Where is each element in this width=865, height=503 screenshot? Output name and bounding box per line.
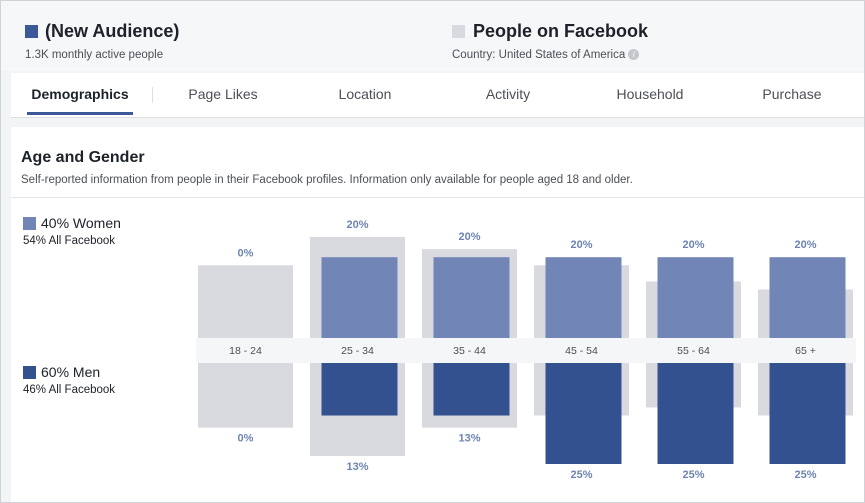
age-range-label: 25 - 34 [341, 345, 374, 357]
men-bar [545, 363, 622, 464]
men-bar [769, 363, 846, 464]
men-percent: 60% Men [41, 364, 101, 380]
age-range-label: 35 - 44 [453, 345, 486, 357]
age-range-label: 18 - 24 [229, 345, 262, 357]
section-description: Self-reported information from people in… [21, 174, 633, 186]
women-bar [769, 257, 846, 338]
age-gender-card: Age and Gender Self-reported information… [11, 127, 864, 502]
tab-purchase[interactable]: Purchase [762, 86, 822, 102]
men-percent-label: 25% [570, 469, 592, 481]
men-percent-label: 25% [794, 469, 816, 481]
age-range-label: 45 - 54 [565, 345, 598, 357]
women-all-facebook: 54% All Facebook [23, 235, 116, 247]
audience-size: 1.3K monthly active people [25, 49, 164, 61]
comparison-name: People on Facebook [473, 21, 649, 41]
men-bar [321, 363, 398, 416]
tab-activity[interactable]: Activity [485, 86, 531, 102]
tab-demographics[interactable]: Demographics [27, 73, 133, 117]
women-percent-label: 20% [794, 239, 816, 251]
section-divider [11, 197, 864, 198]
tab-location[interactable]: Location [338, 86, 392, 102]
facebook-women-bar [198, 265, 293, 338]
men-percent-label: 25% [682, 469, 704, 481]
women-swatch [23, 217, 36, 230]
tab-divider [152, 87, 153, 103]
women-bar [433, 257, 510, 338]
women-percent: 40% Women [41, 215, 121, 231]
age-axis-band [196, 338, 856, 363]
women-percent-label: 0% [238, 247, 254, 259]
men-all-facebook: 46% All Facebook [23, 384, 116, 396]
men-bar [657, 363, 734, 464]
age-gender-chart: 18 - 24 0% 0% 25 - 34 20% 13% 35 - 44 20% 13% 45 … [196, 219, 856, 481]
women-percent-label: 20% [458, 231, 480, 243]
tab-household[interactable]: Household [616, 86, 684, 102]
men-percent-label: 0% [238, 433, 254, 445]
women-percent-label: 20% [346, 219, 368, 231]
men-percent-label: 13% [346, 461, 368, 473]
audience-color-swatch [25, 25, 38, 38]
comparison-country: Country: United States of America i [452, 49, 640, 61]
women-percent-label: 20% [682, 239, 704, 251]
insights-tabs: Demographics Page Likes Location Activit… [11, 73, 864, 118]
age-range-label: 55 - 64 [677, 345, 710, 357]
women-bar [657, 257, 734, 338]
men-percent-label: 13% [458, 433, 480, 445]
tab-page-likes[interactable]: Page Likes [188, 86, 258, 102]
women-bar [321, 257, 398, 338]
women-bar [545, 257, 622, 338]
info-icon[interactable]: i [628, 49, 640, 60]
audience-name: (New Audience) [45, 21, 180, 41]
men-swatch [23, 366, 36, 379]
comparison-color-swatch [452, 25, 465, 38]
women-percent-label: 20% [570, 239, 592, 251]
section-title: Age and Gender [21, 149, 145, 166]
comparison-country-text: Country: United States of America [452, 49, 626, 61]
facebook-men-bar [198, 363, 293, 428]
men-bar [433, 363, 510, 416]
audience-header: (New Audience) 1.3K monthly active peopl… [1, 1, 864, 71]
age-range-label: 65 + [795, 345, 816, 357]
